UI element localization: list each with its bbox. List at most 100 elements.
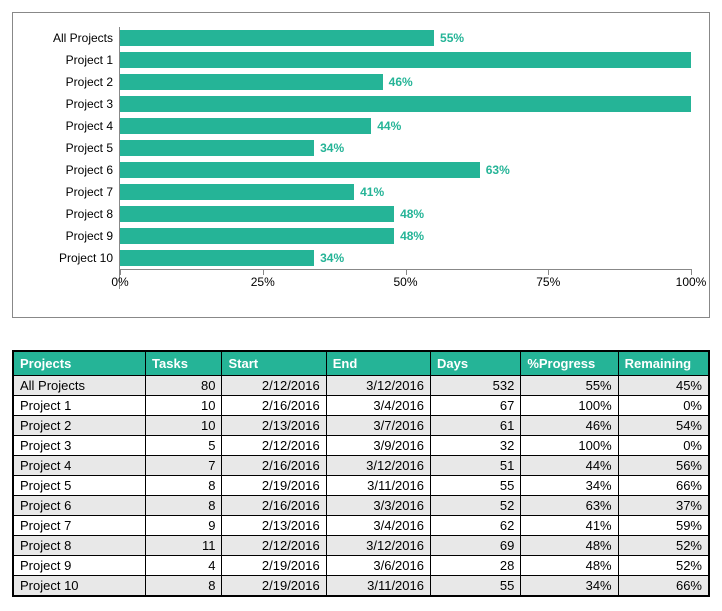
table-cell: 2/12/2016	[222, 436, 326, 456]
table-cell: Project 10	[14, 576, 146, 596]
table-cell: 3/7/2016	[326, 416, 430, 436]
bar-row: Project 1034%	[31, 247, 691, 269]
projects-table: ProjectsTasksStartEndDays%ProgressRemain…	[13, 351, 709, 596]
table-cell: 59%	[618, 516, 708, 536]
table-cell: 2/16/2016	[222, 496, 326, 516]
bar-label: Project 5	[31, 141, 119, 155]
bar-value-label: 46%	[389, 75, 413, 89]
bar-label: Project 3	[31, 97, 119, 111]
x-tick: 25%	[263, 269, 264, 288]
bar-row: Project 948%	[31, 225, 691, 247]
bar-fill: 41%	[120, 184, 354, 200]
bar-fill: 34%	[120, 250, 314, 266]
table-cell: 55%	[521, 376, 618, 396]
table-cell: 8	[146, 496, 222, 516]
table-cell: 9	[146, 516, 222, 536]
bar-fill: 48%	[120, 228, 394, 244]
table-cell: 5	[146, 436, 222, 456]
table-cell: 2/19/2016	[222, 556, 326, 576]
bar-label: Project 2	[31, 75, 119, 89]
table-cell: 3/12/2016	[326, 456, 430, 476]
bar-value-label: 34%	[320, 251, 344, 265]
bar-row: Project 5 34%	[31, 137, 691, 159]
x-tick-label: 50%	[393, 275, 417, 289]
bar-fill: 48%	[120, 206, 394, 222]
bar-fill: 46%	[120, 74, 383, 90]
bar-track: 34%	[119, 137, 691, 159]
bar-fill	[120, 52, 691, 68]
table-cell: 52	[430, 496, 520, 516]
table-cell: 2/16/2016	[222, 396, 326, 416]
table-cell: 69	[430, 536, 520, 556]
table-header-cell: Start	[222, 352, 326, 376]
table-cell: 2/12/2016	[222, 536, 326, 556]
bar-fill: 55%	[120, 30, 434, 46]
table-cell: 54%	[618, 416, 708, 436]
table-cell: 3/4/2016	[326, 396, 430, 416]
table-cell: 3/11/2016	[326, 576, 430, 596]
bar-fill	[120, 96, 691, 112]
table-cell: 41%	[521, 516, 618, 536]
table-cell: 62	[430, 516, 520, 536]
table-cell: 10	[146, 396, 222, 416]
table-cell: 4	[146, 556, 222, 576]
table-header-cell: Tasks	[146, 352, 222, 376]
table-row: Project 792/13/20163/4/20166241%59%	[14, 516, 709, 536]
table-row: Project 1082/19/20163/11/20165534%66%	[14, 576, 709, 596]
table-cell: 55	[430, 576, 520, 596]
table-cell: 2/13/2016	[222, 416, 326, 436]
table-cell: 0%	[618, 396, 708, 416]
bar-label: Project 10	[31, 251, 119, 265]
table-cell: All Projects	[14, 376, 146, 396]
x-tick-label: 0%	[111, 275, 128, 289]
table-row: Project 942/19/20163/6/20162848%52%	[14, 556, 709, 576]
table-row: Project 582/19/20163/11/20165534%66%	[14, 476, 709, 496]
bar-value-label: 41%	[360, 185, 384, 199]
x-tick: 75%	[548, 269, 549, 288]
bar-label: Project 8	[31, 207, 119, 221]
table-cell: 3/12/2016	[326, 376, 430, 396]
table-cell: 3/12/2016	[326, 536, 430, 556]
bar-row: Project 663%	[31, 159, 691, 181]
table-row: All Projects802/12/20163/12/201653255%45…	[14, 376, 709, 396]
table-cell: 532	[430, 376, 520, 396]
table-cell: 32	[430, 436, 520, 456]
table-cell: 3/9/2016	[326, 436, 430, 456]
table-cell: Project 9	[14, 556, 146, 576]
bar-row: Project 444%	[31, 115, 691, 137]
table-cell: 28	[430, 556, 520, 576]
table-row: Project 2102/13/20163/7/20166146%54%	[14, 416, 709, 436]
bar-fill: 63%	[120, 162, 480, 178]
bar-track: 63%	[119, 159, 691, 181]
table-cell: 34%	[521, 476, 618, 496]
bar-value-label: 48%	[400, 207, 424, 221]
bar-track: 48%	[119, 203, 691, 225]
bar-value-label: 48%	[400, 229, 424, 243]
table-cell: 63%	[521, 496, 618, 516]
table-cell: 8	[146, 576, 222, 596]
table-cell: 100%	[521, 436, 618, 456]
table-row: Project 352/12/20163/9/201632100%0%	[14, 436, 709, 456]
progress-chart: All Projects55%Project 1Project 246%Proj…	[12, 12, 710, 318]
bar-row: Project 741%	[31, 181, 691, 203]
bar-value-label: 55%	[440, 31, 464, 45]
table-row: Project 682/16/20163/3/20165263%37%	[14, 496, 709, 516]
bar-track: 41%	[119, 181, 691, 203]
table-cell: 48%	[521, 556, 618, 576]
table-cell: Project 7	[14, 516, 146, 536]
table-cell: 45%	[618, 376, 708, 396]
table-cell: 61	[430, 416, 520, 436]
table-cell: Project 4	[14, 456, 146, 476]
table-cell: 80	[146, 376, 222, 396]
table-header-cell: Remaining	[618, 352, 708, 376]
chart-x-axis: 0%25%50%75%100%	[31, 269, 691, 289]
bar-value-label: 34%	[320, 141, 344, 155]
table-cell: 66%	[618, 576, 708, 596]
table-cell: 56%	[618, 456, 708, 476]
table-cell: 100%	[521, 396, 618, 416]
table-cell: 2/19/2016	[222, 576, 326, 596]
table-cell: 66%	[618, 476, 708, 496]
bar-label: Project 1	[31, 53, 119, 67]
bar-label: Project 6	[31, 163, 119, 177]
table-header-cell: Days	[430, 352, 520, 376]
